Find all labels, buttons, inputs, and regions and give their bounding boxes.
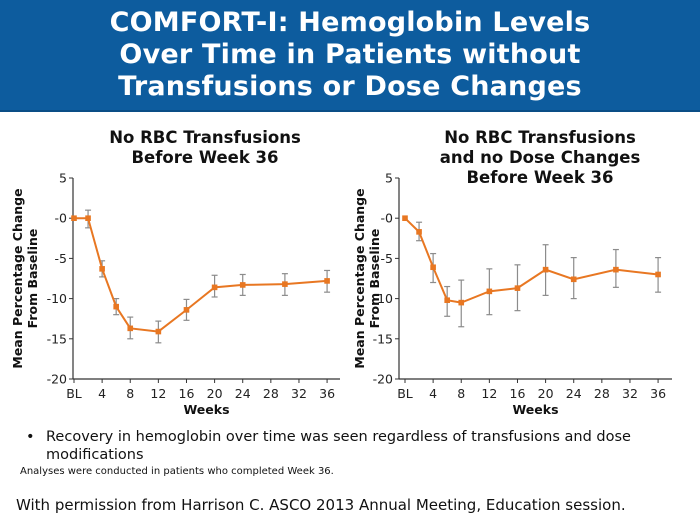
- series-line: [404, 217, 659, 304]
- y-axis-title-line: From Baseline: [367, 229, 382, 329]
- footnote: Analyses were conducted in patients who …: [20, 466, 334, 477]
- data-point: [514, 285, 521, 291]
- y-tick-label: -5: [55, 251, 67, 266]
- bullet-dot: •: [26, 429, 35, 445]
- x-tick-label: 28: [263, 386, 279, 401]
- y-tick-label: -10: [47, 291, 67, 306]
- x-tick-label: 28: [594, 386, 610, 401]
- x-tick-label: 12: [481, 386, 497, 401]
- y-axis-title-line: Mean Percentage Change: [10, 188, 25, 368]
- bullet-point: • Recovery in hemoglobin over time was s…: [26, 428, 676, 464]
- chart-title-line: Before Week 36: [131, 148, 278, 167]
- y-tick-label: -0: [381, 211, 394, 226]
- slide-title-line: Transfusions or Dose Changes: [118, 71, 582, 102]
- data-point: [99, 266, 105, 272]
- data-point: [155, 328, 162, 335]
- data-point: [282, 281, 288, 287]
- slide-title-line: Over Time in Patients without: [119, 39, 581, 70]
- x-tick-label: 24: [566, 386, 582, 401]
- slide-title: COMFORT-I: Hemoglobin Levels Over Time i…: [110, 7, 591, 103]
- x-tick-label: 32: [622, 386, 638, 401]
- data-point: [655, 271, 661, 278]
- y-tick-label: -20: [47, 372, 67, 387]
- y-tick-label: 5: [385, 171, 393, 186]
- data-point: [127, 325, 134, 332]
- chart-title-line: No RBC Transfusions: [444, 128, 636, 147]
- data-point: [183, 307, 190, 313]
- y-tick-label: -0: [55, 211, 68, 226]
- data-point: [71, 215, 77, 221]
- data-point: [613, 266, 619, 273]
- x-tick-label: 4: [429, 386, 437, 401]
- y-tick-label: -5: [381, 251, 393, 266]
- data-point: [542, 266, 549, 273]
- series-line: [74, 217, 328, 333]
- x-tick-label: 8: [457, 386, 465, 401]
- data-point: [486, 288, 493, 295]
- chart-title-line: Before Week 36: [466, 168, 613, 187]
- x-axis-title: Weeks: [183, 402, 229, 417]
- data-point: [570, 276, 577, 283]
- data-point: [416, 229, 422, 235]
- x-tick-label: 32: [291, 386, 307, 401]
- data-point: [444, 297, 450, 304]
- x-tick-label: BL: [397, 386, 413, 401]
- data-point: [402, 215, 408, 221]
- x-tick-label: 36: [319, 386, 335, 401]
- bullet-text-line: Recovery in hemoglobin over time was see…: [46, 429, 631, 445]
- y-tick-label: -15: [373, 331, 393, 346]
- bullet-text-line: modifications: [46, 447, 144, 463]
- credit-line: With permission from Harrison C. ASCO 20…: [16, 496, 626, 514]
- y-axis-title-line: Mean Percentage Change: [352, 188, 367, 368]
- y-tick-label: -20: [373, 372, 393, 387]
- x-tick-label: 8: [126, 386, 134, 401]
- chart-title-line: and no Dose Changes: [440, 148, 641, 167]
- x-tick-label: 4: [98, 386, 106, 401]
- x-tick-label: 20: [207, 386, 223, 401]
- x-axis-title: Weeks: [512, 402, 558, 417]
- x-tick-label: 12: [150, 386, 166, 401]
- bullet-text: Recovery in hemoglobin over time was see…: [46, 428, 631, 464]
- y-tick-label: 5: [59, 171, 67, 186]
- title-bar: COMFORT-I: Hemoglobin Levels Over Time i…: [0, 0, 700, 112]
- data-point: [211, 284, 218, 291]
- data-point: [324, 278, 330, 284]
- x-tick-label: 16: [510, 386, 526, 401]
- x-tick-label: 24: [235, 386, 251, 401]
- data-point: [430, 264, 436, 271]
- data-point: [113, 303, 119, 310]
- x-tick-label: 36: [650, 386, 666, 401]
- x-tick-label: 20: [538, 386, 554, 401]
- x-tick-label: BL: [66, 386, 82, 401]
- y-tick-label: -15: [47, 331, 67, 346]
- slide-title-line: COMFORT-I: Hemoglobin Levels: [109, 7, 591, 38]
- y-axis-title-line: From Baseline: [25, 229, 40, 329]
- data-point: [85, 215, 91, 221]
- data-point: [458, 299, 465, 306]
- x-tick-label: 16: [179, 386, 195, 401]
- chart-title-line: No RBC Transfusions: [109, 128, 301, 147]
- y-tick-label: -10: [373, 291, 393, 306]
- data-point: [239, 282, 246, 288]
